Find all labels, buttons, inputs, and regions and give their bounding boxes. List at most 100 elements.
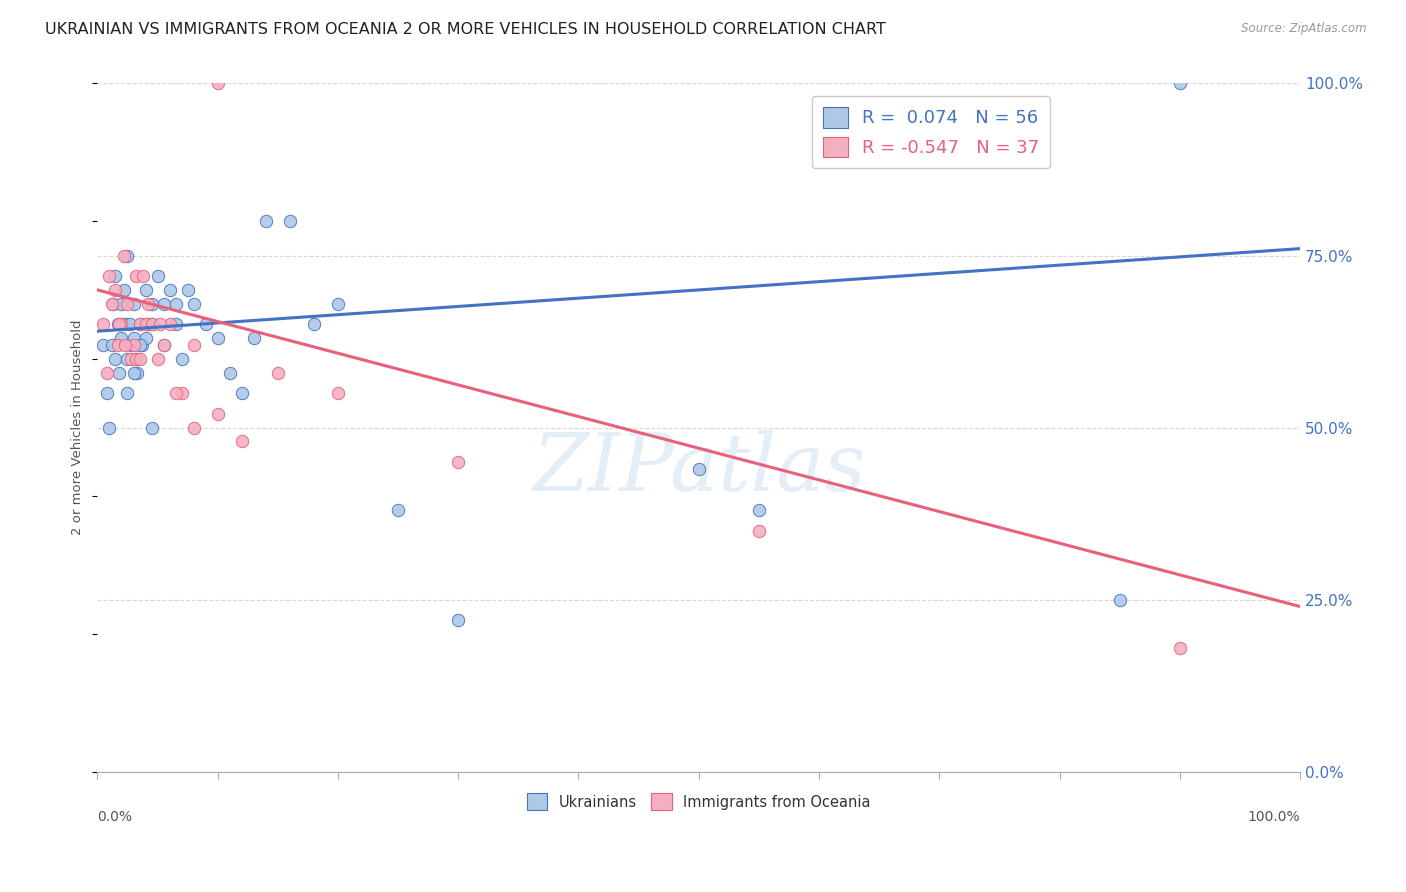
Point bbox=[125, 351, 148, 366]
Text: 0.0%: 0.0% bbox=[97, 810, 132, 823]
Point bbox=[231, 386, 253, 401]
Point bbox=[302, 318, 325, 332]
Point bbox=[101, 338, 124, 352]
Point bbox=[447, 455, 470, 469]
Point bbox=[117, 351, 139, 366]
Point bbox=[120, 351, 142, 366]
Point bbox=[128, 318, 150, 332]
Point bbox=[122, 296, 145, 310]
Point bbox=[141, 318, 163, 332]
Point bbox=[93, 318, 115, 332]
Point bbox=[98, 420, 121, 434]
Point bbox=[149, 318, 172, 332]
Point bbox=[267, 366, 290, 380]
Point bbox=[159, 283, 181, 297]
Point bbox=[146, 351, 169, 366]
Point bbox=[110, 331, 132, 345]
Point bbox=[114, 318, 136, 332]
Point bbox=[117, 296, 139, 310]
Point bbox=[183, 420, 205, 434]
Point bbox=[159, 318, 181, 332]
Point bbox=[688, 462, 710, 476]
Point bbox=[118, 318, 141, 332]
Point bbox=[387, 503, 409, 517]
Point bbox=[110, 318, 132, 332]
Point bbox=[1168, 77, 1191, 91]
Point bbox=[170, 386, 193, 401]
Point bbox=[136, 318, 159, 332]
Point bbox=[135, 331, 157, 345]
Point bbox=[107, 318, 129, 332]
Point bbox=[135, 283, 157, 297]
Point bbox=[136, 296, 159, 310]
Point bbox=[141, 420, 163, 434]
Point bbox=[135, 318, 157, 332]
Point bbox=[104, 283, 127, 297]
Point bbox=[108, 366, 131, 380]
Point bbox=[165, 386, 187, 401]
Point bbox=[112, 283, 135, 297]
Point bbox=[127, 366, 149, 380]
Point bbox=[104, 351, 127, 366]
Point bbox=[122, 331, 145, 345]
Point bbox=[152, 338, 174, 352]
Point bbox=[93, 338, 115, 352]
Point bbox=[96, 366, 118, 380]
Point bbox=[447, 613, 470, 627]
Point bbox=[194, 318, 217, 332]
Point bbox=[107, 338, 129, 352]
Text: UKRAINIAN VS IMMIGRANTS FROM OCEANIA 2 OR MORE VEHICLES IN HOUSEHOLD CORRELATION: UKRAINIAN VS IMMIGRANTS FROM OCEANIA 2 O… bbox=[45, 22, 886, 37]
Point bbox=[128, 338, 150, 352]
Point bbox=[152, 296, 174, 310]
Point bbox=[326, 386, 349, 401]
Point bbox=[146, 269, 169, 284]
Point bbox=[176, 283, 198, 297]
Point bbox=[748, 503, 770, 517]
Text: ZIPatlas: ZIPatlas bbox=[531, 430, 866, 508]
Point bbox=[207, 77, 229, 91]
Point bbox=[108, 318, 131, 332]
Point bbox=[117, 248, 139, 262]
Point bbox=[125, 351, 148, 366]
Point bbox=[110, 296, 132, 310]
Y-axis label: 2 or more Vehicles in Household: 2 or more Vehicles in Household bbox=[72, 320, 84, 535]
Point bbox=[101, 296, 124, 310]
Point bbox=[231, 434, 253, 449]
Point bbox=[141, 318, 163, 332]
Point bbox=[170, 351, 193, 366]
Point bbox=[122, 338, 145, 352]
Point bbox=[207, 331, 229, 345]
Point bbox=[131, 338, 153, 352]
Point bbox=[183, 296, 205, 310]
Point bbox=[1108, 592, 1130, 607]
Point bbox=[165, 318, 187, 332]
Point bbox=[183, 338, 205, 352]
Point bbox=[122, 366, 145, 380]
Point bbox=[254, 214, 277, 228]
Text: Source: ZipAtlas.com: Source: ZipAtlas.com bbox=[1241, 22, 1367, 36]
Point bbox=[278, 214, 301, 228]
Point bbox=[218, 366, 240, 380]
Point bbox=[1168, 640, 1191, 655]
Legend: Ukrainians, Immigrants from Oceania: Ukrainians, Immigrants from Oceania bbox=[520, 788, 877, 816]
Point bbox=[120, 338, 142, 352]
Point bbox=[141, 296, 163, 310]
Point bbox=[125, 269, 148, 284]
Point bbox=[242, 331, 264, 345]
Point bbox=[152, 338, 174, 352]
Point bbox=[128, 318, 150, 332]
Point bbox=[326, 296, 349, 310]
Point bbox=[132, 269, 155, 284]
Point bbox=[101, 296, 124, 310]
Point bbox=[96, 386, 118, 401]
Point bbox=[98, 269, 121, 284]
Point bbox=[114, 338, 136, 352]
Text: 100.0%: 100.0% bbox=[1247, 810, 1301, 823]
Point bbox=[104, 269, 127, 284]
Point bbox=[165, 296, 187, 310]
Point bbox=[117, 386, 139, 401]
Point bbox=[748, 524, 770, 538]
Point bbox=[207, 407, 229, 421]
Point bbox=[112, 248, 135, 262]
Point bbox=[128, 351, 150, 366]
